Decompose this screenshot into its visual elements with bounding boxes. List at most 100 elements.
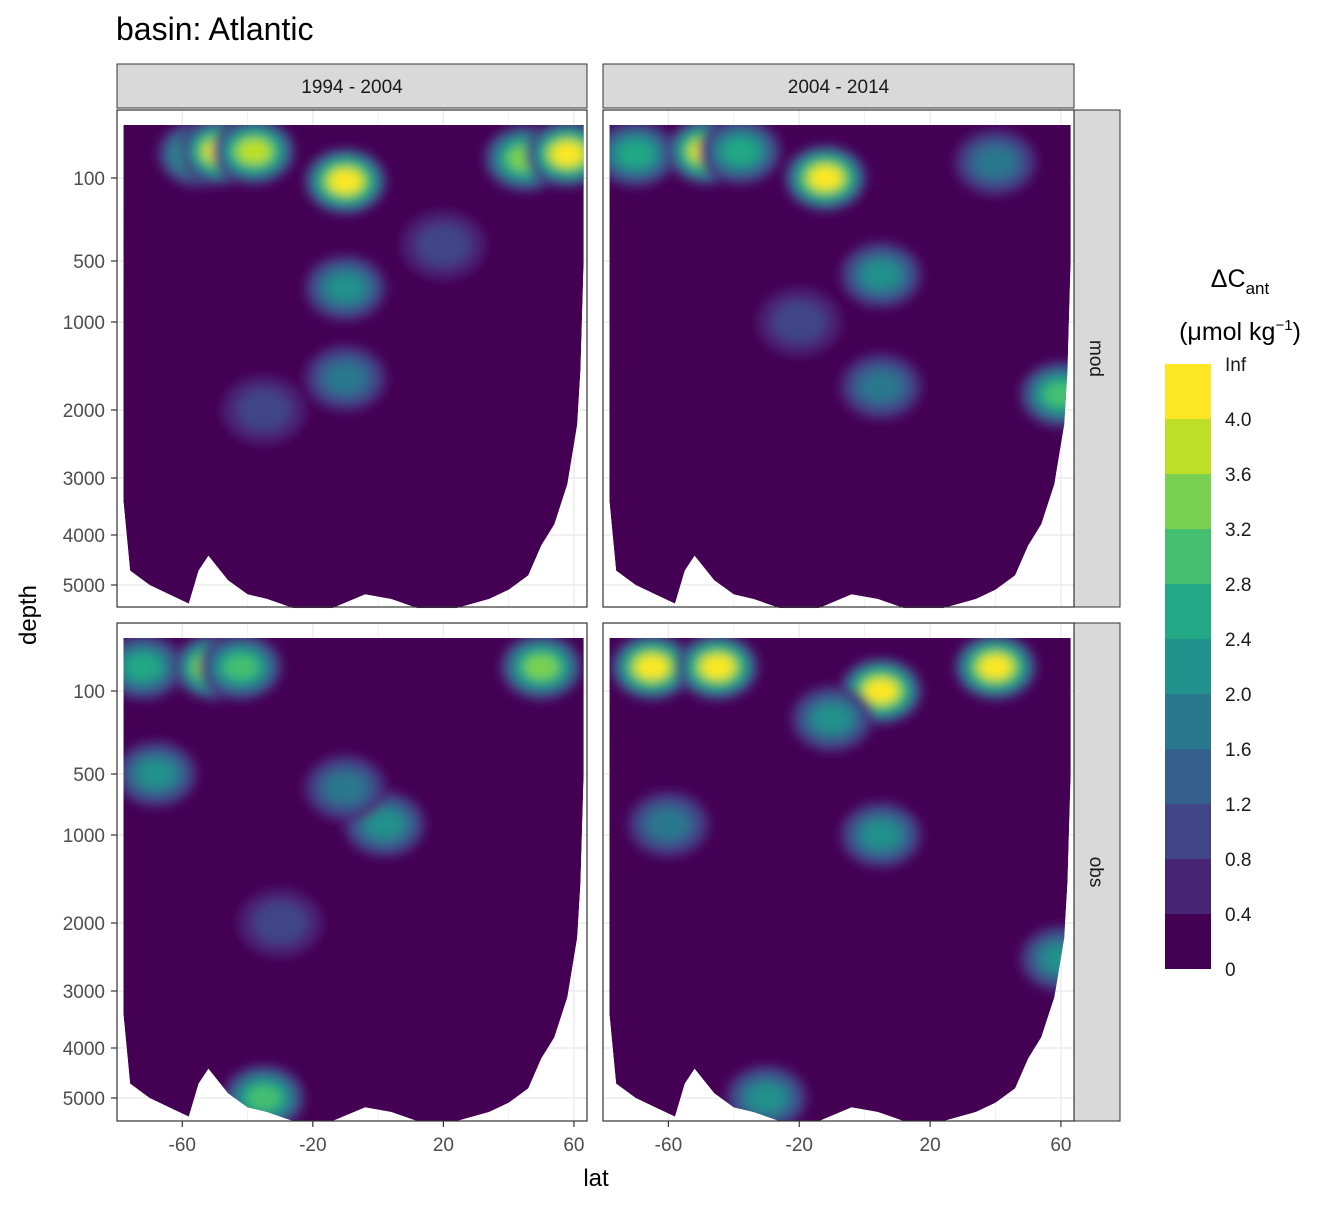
- contour-blob: [416, 224, 471, 267]
- contour-blob: [366, 811, 403, 838]
- contour-field: [123, 638, 584, 1122]
- y-tick-label: 2000: [63, 914, 105, 935]
- x-tick-label: -20: [786, 1135, 813, 1156]
- legend-label: 2.0: [1225, 685, 1251, 706]
- facet-strip-row-1: [1073, 622, 1121, 1122]
- legend-label: 1.6: [1225, 740, 1251, 761]
- legend-band: [1165, 804, 1211, 859]
- legend-title-main: ΔC: [1211, 265, 1246, 293]
- legend-band: [1165, 859, 1211, 914]
- y-tick-label: 5000: [63, 1089, 105, 1110]
- contour-blob: [866, 680, 897, 702]
- y-tick-label: 500: [73, 765, 105, 786]
- y-tick-label: 4000: [63, 526, 105, 547]
- panel-border: [116, 622, 588, 1122]
- legend-title-sub: ant: [1246, 279, 1270, 298]
- x-axis-title: lat: [583, 1165, 609, 1192]
- panel-mod-1: [602, 109, 1075, 609]
- panel-obs-0: [116, 622, 588, 1122]
- legend-label: 2.4: [1225, 630, 1252, 651]
- legend-label: 3.2: [1225, 520, 1251, 541]
- x-tick-label: -60: [169, 1135, 196, 1156]
- contour-blob: [637, 656, 668, 678]
- legend-label: 2.8: [1225, 575, 1251, 596]
- legend-unit: (μmol kg−1): [1179, 317, 1301, 346]
- y-axis-title: depth: [15, 585, 42, 645]
- contour-blob: [525, 655, 558, 679]
- y-tick-label: 100: [73, 682, 105, 703]
- contour-field: [609, 125, 1071, 609]
- panel-border: [602, 109, 1075, 608]
- legend-label: Inf: [1225, 355, 1247, 376]
- contour-blob: [253, 902, 308, 944]
- contour-blob: [224, 655, 258, 679]
- panel-border: [602, 622, 1075, 1122]
- facet-col-label: 2004 - 2014: [788, 77, 890, 98]
- y-tick-label: 4000: [63, 1039, 105, 1060]
- legend-label: 1.2: [1225, 795, 1251, 816]
- y-tick-label: 2000: [63, 401, 105, 422]
- contour-blob: [976, 147, 1015, 177]
- contour-blob: [863, 261, 900, 289]
- legend-unit-close: ): [1293, 318, 1301, 346]
- y-tick-label: 100: [73, 169, 105, 190]
- y-tick-label: 3000: [63, 469, 105, 490]
- facet-strip-row-0: [1073, 109, 1121, 608]
- legend-unit-sup: −1: [1275, 317, 1292, 334]
- y-tick-label: 5000: [63, 576, 105, 597]
- contour-blob: [327, 274, 364, 302]
- contour-blob: [748, 1084, 785, 1112]
- legend-band: [1165, 749, 1211, 804]
- facet-col-label: 1994 - 2004: [301, 77, 403, 98]
- contour-blob: [772, 301, 827, 343]
- y-tick-label: 3000: [63, 982, 105, 1003]
- contour-blob: [138, 760, 175, 788]
- contour-blob: [247, 1086, 281, 1110]
- contour-blob: [126, 654, 161, 680]
- legend-band: [1165, 474, 1211, 529]
- legend-band: [1165, 419, 1211, 474]
- contour-blob: [618, 141, 653, 167]
- contour-blob: [980, 656, 1011, 678]
- legend-label: 0.8: [1225, 850, 1251, 871]
- legend-band: [1165, 639, 1211, 694]
- legend-band: [1165, 364, 1211, 419]
- contour-blob: [813, 705, 850, 733]
- legend-label: 0: [1225, 960, 1236, 981]
- x-tick-label: 60: [563, 1135, 584, 1156]
- contour-blob: [325, 773, 365, 803]
- legend-band: [1165, 914, 1211, 969]
- contour-blob: [810, 167, 841, 189]
- x-tick-label: 60: [1050, 1135, 1071, 1156]
- legend-band: [1165, 694, 1211, 749]
- x-tick-label: 20: [433, 1135, 454, 1156]
- chart-title: basin: Atlantic: [116, 11, 313, 47]
- legend-band: [1165, 584, 1211, 639]
- y-tick-label: 1000: [63, 826, 105, 847]
- panel-obs-1: [602, 622, 1075, 1122]
- contour-field: [609, 638, 1071, 1122]
- contour-blob: [648, 809, 688, 839]
- contour-blob: [236, 389, 291, 431]
- x-tick-label: -60: [655, 1135, 682, 1156]
- facet-strip-col-1: [602, 63, 1075, 109]
- facet-row-label: obs: [1085, 857, 1106, 888]
- legend-unit-text: (μmol kg: [1179, 318, 1275, 346]
- facet-strip-col-0: [116, 63, 588, 109]
- y-tick-label: 1000: [63, 313, 105, 334]
- legend-label: 4.0: [1225, 410, 1251, 431]
- contour-blob: [702, 656, 733, 678]
- contour-blob: [861, 372, 901, 402]
- contour-blob: [330, 170, 361, 192]
- legend-label: 3.6: [1225, 465, 1251, 486]
- panel-mod-0: [116, 109, 588, 609]
- legend-title: ΔCant: [1211, 265, 1270, 298]
- panel-border: [116, 109, 588, 608]
- facet-row-label: mod: [1085, 340, 1106, 377]
- x-tick-label: -20: [299, 1135, 326, 1156]
- contour-base: [123, 638, 584, 1122]
- contour-blob: [863, 821, 900, 849]
- contour-blob: [325, 363, 365, 393]
- contour-base: [609, 125, 1071, 609]
